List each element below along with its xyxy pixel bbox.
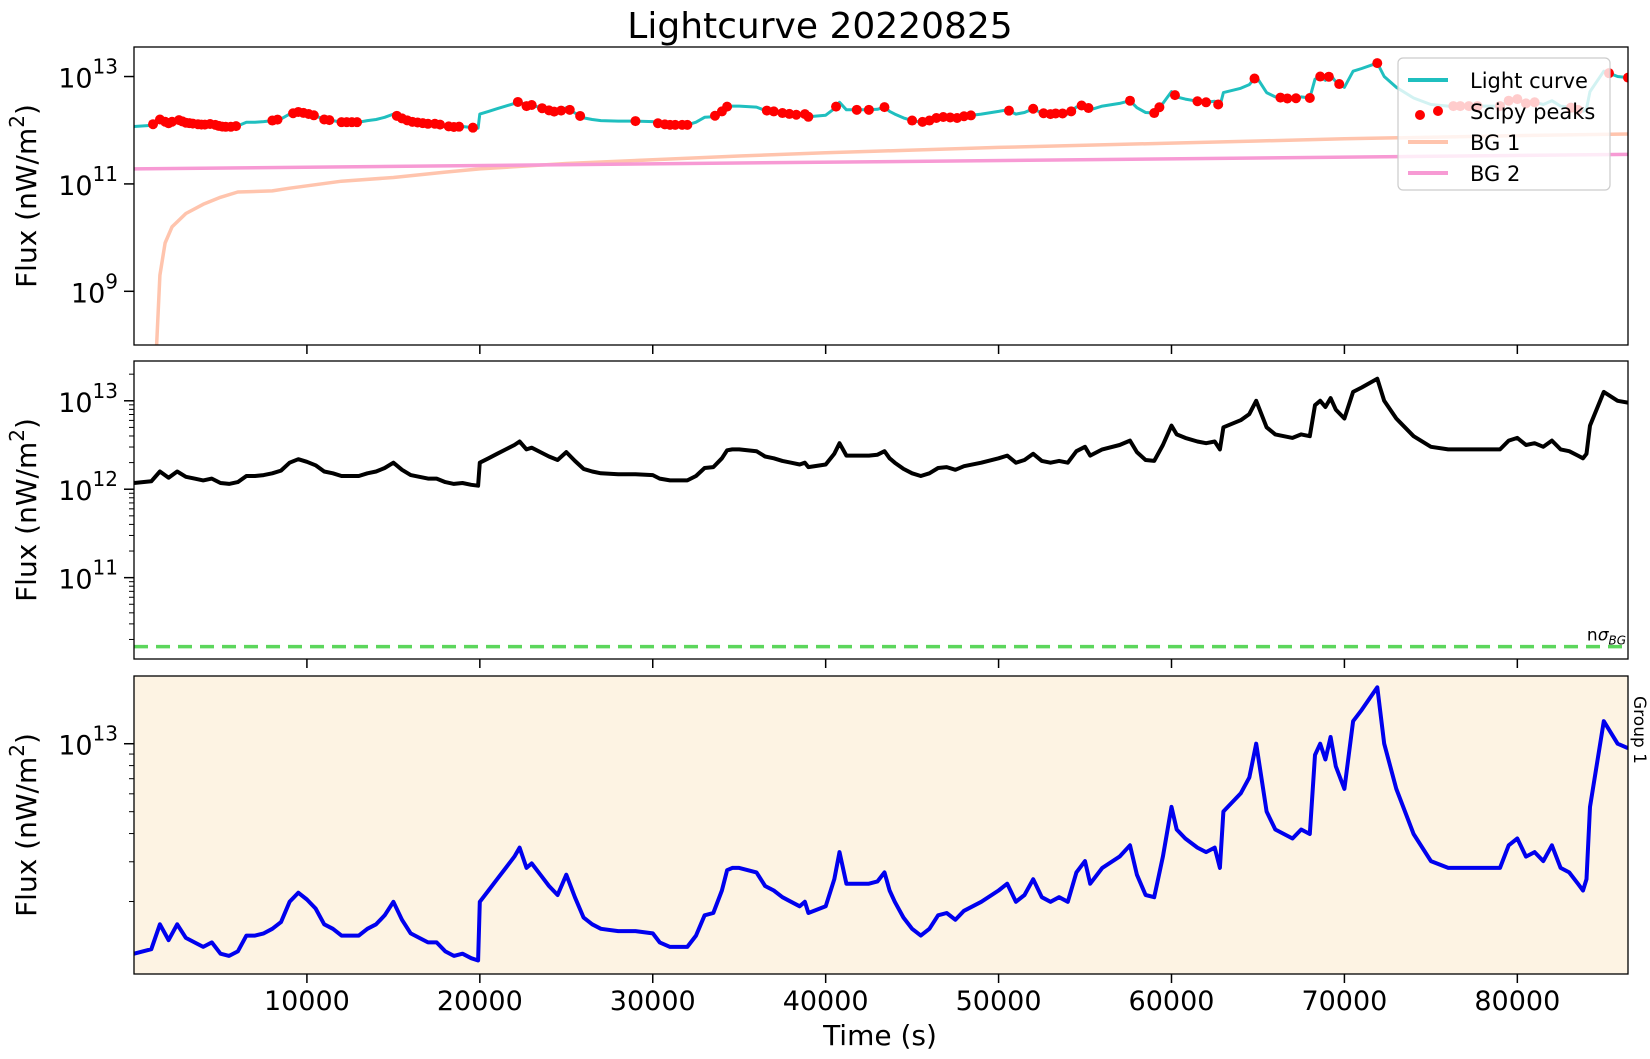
peak-marker	[831, 101, 842, 112]
chart-title: Lightcurve 20220825	[627, 6, 1012, 47]
legend-label: Light curve	[1470, 69, 1588, 93]
peak-marker	[512, 96, 523, 107]
peak-marker	[1213, 99, 1224, 110]
panel-backgrounds	[134, 676, 1628, 974]
x-tick-label: 60000	[1129, 986, 1215, 1017]
peak-marker	[965, 110, 976, 121]
axes	[124, 46, 1629, 983]
series-line-group-1-light-curve	[134, 685, 1628, 963]
legend-swatch	[1433, 106, 1443, 116]
peak-marker	[1282, 93, 1293, 104]
peak-marker	[1323, 71, 1334, 82]
peak-marker	[722, 101, 733, 112]
peak-marker	[1249, 73, 1260, 84]
panel-frame	[133, 360, 1629, 660]
legend-box	[1397, 57, 1611, 191]
y-tick-label: 1011	[58, 162, 118, 202]
y-axis-label: Flux (nW/m2)	[5, 104, 43, 288]
axis-labels: 109 1011 1013 Flux (nW/m2) Light curve Scipy …	[5, 55, 1649, 1017]
peak-marker	[863, 104, 874, 115]
peak-marker	[454, 121, 465, 132]
series-line-bg-1	[154, 132, 1628, 345]
peak-marker	[526, 99, 537, 110]
group-shaded-region	[134, 676, 1628, 974]
peak-marker	[1125, 95, 1135, 106]
peak-marker	[879, 102, 890, 113]
peak-marker	[1066, 106, 1077, 117]
peak-marker	[1291, 93, 1301, 104]
peak-marker	[324, 115, 335, 126]
peak-marker	[803, 111, 814, 122]
peak-marker	[564, 104, 575, 115]
legend-label: BG 2	[1470, 162, 1520, 186]
peak-marker	[1304, 93, 1315, 104]
peak-marker	[1083, 103, 1094, 114]
peak-marker	[768, 106, 779, 117]
peak-marker	[272, 114, 283, 125]
group-label: Group 1	[1629, 696, 1649, 764]
y-axis-label: Flux (nW/m2)	[5, 418, 43, 602]
series-line-bg-2	[134, 152, 1628, 171]
peak-marker	[1623, 72, 1628, 83]
y-tick-label: 1013	[58, 379, 118, 419]
y-tick-label: 1013	[58, 722, 118, 762]
peak-marker	[575, 110, 586, 121]
peak-marker	[1201, 97, 1212, 108]
x-tick-label: 70000	[1301, 986, 1387, 1017]
peak-marker	[231, 121, 242, 132]
peak-marker	[1050, 108, 1061, 119]
x-tick-label: 10000	[264, 986, 350, 1017]
peak-marker	[630, 116, 641, 127]
x-axis-label: Time (s)	[822, 1019, 937, 1052]
peak-marker	[1315, 71, 1326, 82]
peak-marker	[1169, 90, 1180, 101]
peak-marker	[791, 109, 802, 120]
legend-label: Scipy peaks	[1470, 100, 1595, 124]
panel-frame	[133, 46, 1629, 346]
x-tick-label: 80000	[1474, 986, 1560, 1017]
y-tick-label: 1013	[58, 55, 118, 95]
peak-marker	[1372, 58, 1383, 69]
peak-marker	[556, 105, 567, 116]
peak-marker	[435, 119, 446, 130]
x-tick-label: 30000	[610, 986, 696, 1017]
peak-marker	[1057, 108, 1068, 119]
peak-marker	[1192, 96, 1203, 107]
x-tick-label: 50000	[956, 986, 1042, 1017]
peak-marker	[467, 122, 478, 133]
peak-marker	[422, 118, 433, 129]
y-axis-label: Flux (nW/m2)	[5, 733, 43, 917]
peak-marker	[1334, 79, 1345, 90]
peak-marker	[1028, 103, 1039, 114]
series-line-light-curve	[134, 376, 1628, 488]
peak-marker	[352, 117, 363, 128]
peak-marker	[682, 119, 693, 130]
legend-label: BG 1	[1470, 131, 1520, 155]
panel-frame	[133, 675, 1629, 975]
series-line-light-curve	[134, 61, 1628, 130]
peak-marker	[670, 119, 681, 130]
peak-marker	[907, 115, 918, 126]
threshold-annotation: nσBG	[1587, 626, 1626, 648]
legend-swatch	[1415, 110, 1425, 120]
x-tick-label: 40000	[783, 986, 869, 1017]
y-tick-label: 109	[71, 269, 118, 309]
data-series	[134, 58, 1628, 963]
y-tick-label: 1011	[58, 556, 118, 596]
peak-marker	[851, 104, 862, 115]
x-tick-label: 20000	[437, 986, 523, 1017]
peak-marker	[308, 110, 319, 121]
y-tick-label: 1012	[58, 467, 118, 507]
peak-marker	[1003, 105, 1014, 116]
peak-marker	[1154, 102, 1165, 113]
